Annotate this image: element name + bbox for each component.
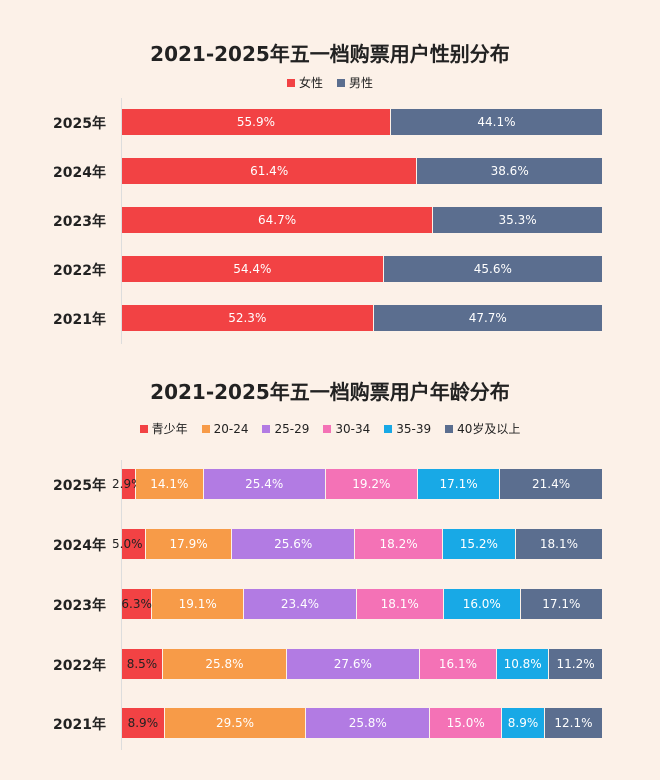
bar-segment: 17.1% [520,589,603,619]
legend-item: 25-29 [262,420,309,437]
bar-segment: 29.5% [164,708,307,738]
bar-segment: 10.8% [497,649,550,679]
bar-segment: 25.6% [232,529,356,559]
legend-item: 40岁及以上 [445,420,520,437]
bar-segment: 15.0% [430,708,503,738]
legend-label: 20-24 [213,421,249,436]
bar-segment: 47.7% [373,305,603,331]
y-tick-label: 2024年 [53,538,106,554]
legend: 青少年 20-24 25-29 30-34 35-39 40岁及以上 [0,420,660,437]
y-tick-label: 2023年 [53,214,106,230]
chart-title: 2021-2025年五一档购票用户性别分布 [150,42,510,66]
bar-segment: 8.9% [502,708,545,738]
y-tick-label: 2025年 [53,478,106,494]
legend-item: 30-34 [323,420,370,437]
legend-item: 35-39 [384,420,431,437]
bar-segment: 17.1% [418,469,501,499]
bar-segment: 11.2% [549,649,603,679]
legend-swatch [262,424,271,433]
bar-segment: 61.4% [122,158,418,184]
y-tick-label: 2022年 [53,263,106,279]
bar-segment: 15.2% [442,529,516,559]
bar-segment: 18.1% [356,589,444,619]
y-tick-label: 2023年 [53,598,106,614]
y-axis-line [121,460,122,750]
legend-label: 30-34 [335,421,371,436]
y-tick-label: 2021年 [53,717,106,733]
bar-segment: 16.0% [443,589,521,619]
bar-segment: 52.3% [122,305,374,331]
bar-segment: 19.1% [152,589,245,619]
bar-segment: 17.9% [146,529,233,559]
bar-segment: 18.2% [355,529,443,559]
legend-item: 青少年 [139,420,188,437]
bar-segment: 25.8% [306,708,431,738]
legend-label: 女性 [298,76,323,90]
bar-segment: 55.9% [122,109,391,135]
bar-segment: 45.6% [383,256,603,282]
legend: 女性 男性 [0,74,660,91]
legend-label: 青少年 [151,422,188,436]
legend-item: 20-24 [201,420,249,437]
chart-title: 2021-2025年五一档购票用户年龄分布 [150,380,510,404]
legend-swatch [323,424,332,433]
bar-segment: 64.7% [122,207,434,233]
legend-swatch [139,424,148,433]
bar-segment: 25.8% [162,649,287,679]
legend-swatch [201,424,210,433]
bar-segment: 23.4% [244,589,357,619]
bar-segment: 14.1% [135,469,204,499]
legend-label: 40岁及以上 [457,422,521,436]
bar-segment: 25.4% [203,469,326,499]
bar-segment: 5.0% [112,529,147,559]
legend-label: 男性 [349,76,374,90]
y-tick-label: 2021年 [53,312,106,328]
legend-swatch [384,424,393,433]
legend-swatch [445,424,454,433]
bar-segment: 2.9% [112,469,143,499]
y-tick-label: 2022年 [53,658,106,674]
bar-segment: 8.5% [122,649,163,679]
y-axis-line [121,98,122,344]
legend-item: 男性 [337,74,373,91]
bar-segment: 21.4% [500,469,603,499]
bar-segment: 35.3% [433,207,603,233]
bar-segment: 12.1% [544,708,603,738]
bar-segment: 16.1% [419,649,498,679]
bar-segment: 18.1% [515,529,603,559]
bar-segment: 54.4% [122,256,384,282]
bar-segment: 19.2% [325,469,418,499]
legend-label: 25-29 [274,421,310,436]
legend-label: 35-39 [396,421,432,436]
bar-segment: 27.6% [286,649,420,679]
bar-segment: 38.6% [417,158,603,184]
bar-segment: 6.3% [121,589,153,619]
y-tick-label: 2024年 [53,165,106,181]
bar-segment: 44.1% [390,109,603,135]
legend-item: 女性 [286,74,323,91]
bar-segment: 8.9% [122,708,165,738]
y-tick-label: 2025年 [53,116,106,132]
legend-swatch [337,78,345,87]
legend-swatch [286,78,295,87]
